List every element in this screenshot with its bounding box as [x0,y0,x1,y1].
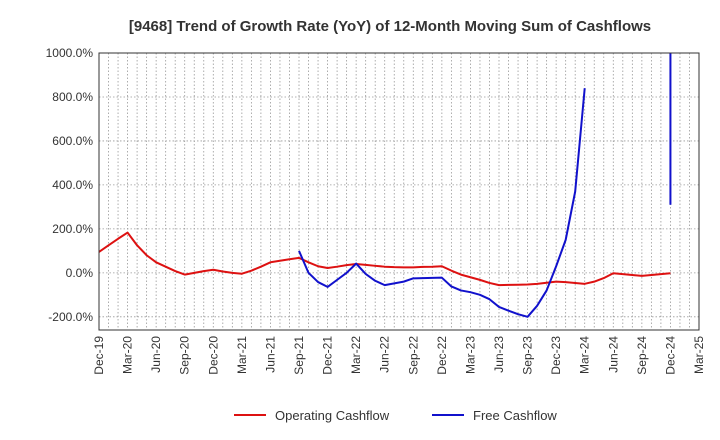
x-tick-label: Jun-23 [492,336,506,373]
x-tick-label: Jun-24 [606,336,620,373]
chart-title: [9468] Trend of Growth Rate (YoY) of 12-… [129,18,651,35]
legend: Operating Cashflow Free Cashflow [234,408,557,423]
x-tick-label: Sep-24 [635,336,649,375]
x-tick-label: Jun-22 [378,336,392,373]
x-axis-tick-labels: Dec-19 Mar-20 Jun-20 Sep-20 Dec-20 Mar-21 Jun-… [92,336,706,375]
grid-lines [99,52,699,330]
plot-area-frame [98,52,700,331]
x-tick-label: Mar-23 [463,336,477,374]
x-tick-label: Dec-20 [206,336,220,375]
legend-label-free-cashflow: Free Cashflow [473,408,557,423]
x-tick-label: Mar-20 [121,336,135,374]
x-tick-label: Dec-19 [92,336,106,375]
y-tick-label: 400.0% [52,178,93,192]
y-tick-label: -200.0% [48,310,93,324]
x-tick-label: Dec-24 [663,336,677,375]
y-axis-tick-labels: 1000.0% 800.0% 600.0% 400.0% 200.0% 0.0% -200.… [46,46,94,324]
x-tick-label: Dec-22 [435,336,449,375]
x-tick-label: Mar-24 [578,336,592,374]
x-tick-label: Mar-22 [349,336,363,374]
y-tick-label: 800.0% [52,90,93,104]
x-tick-label: Sep-23 [521,336,535,375]
x-tick-label: Jun-20 [149,336,163,373]
y-tick-label: 0.0% [66,266,94,280]
legend-label-operating-cashflow: Operating Cashflow [275,408,390,423]
x-tick-label: Sep-20 [178,336,192,375]
x-tick-label: Sep-22 [406,336,420,375]
x-tick-label: Sep-21 [292,336,306,375]
x-tick-label: Dec-21 [321,336,335,375]
y-tick-label: 600.0% [52,134,93,148]
x-tick-label: Dec-23 [549,336,563,375]
y-tick-label: 1000.0% [46,46,94,60]
x-tick-label: Jun-21 [263,336,277,373]
series-line-operating-cashflow [98,231,671,287]
y-tick-label: 200.0% [52,222,93,236]
series-line-free-cashflow [298,88,586,318]
series-lines [98,53,672,318]
x-tick-label: Mar-21 [235,336,249,374]
x-tick-label: Mar-25 [692,336,706,374]
